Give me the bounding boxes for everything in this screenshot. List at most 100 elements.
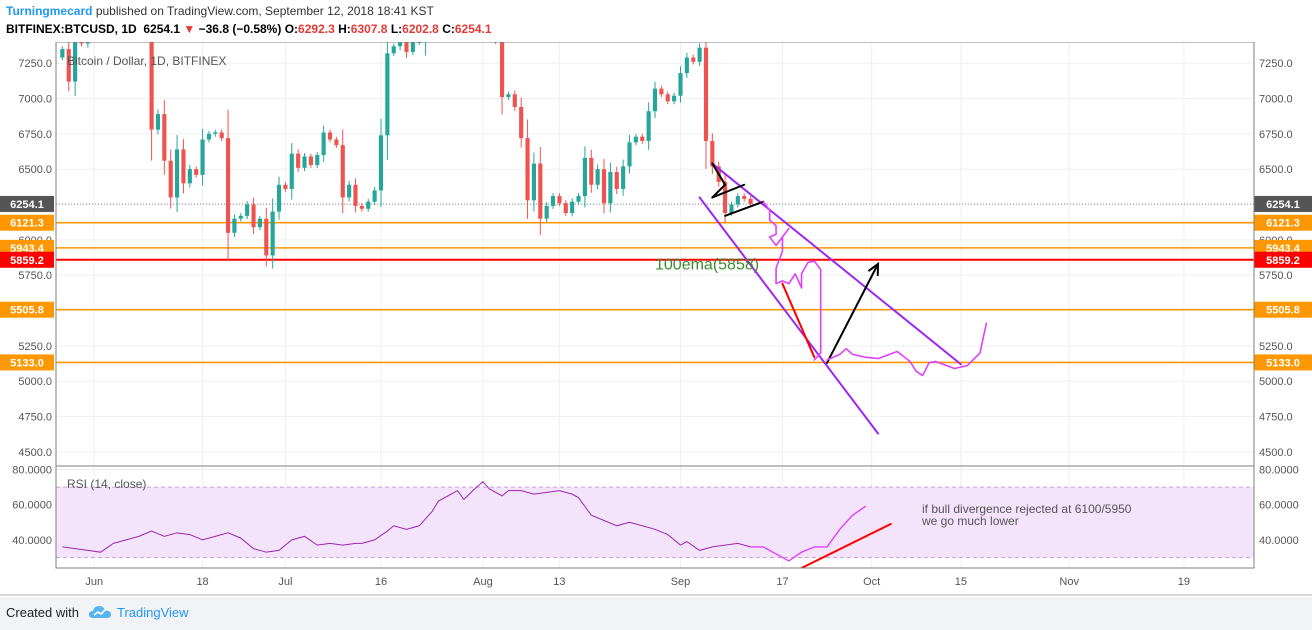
candle-body xyxy=(684,57,689,74)
close-label: C: xyxy=(442,22,455,36)
mini-wedge-lower[interactable] xyxy=(724,200,765,217)
mini-arrow[interactable] xyxy=(711,162,727,199)
candle-body xyxy=(710,140,715,167)
published-text: published on TradingView.com, September … xyxy=(95,4,434,18)
current-price-label: 6254.1 xyxy=(1266,199,1300,211)
candle-body xyxy=(200,139,205,175)
candle-body xyxy=(703,47,709,141)
candle-body xyxy=(60,49,65,58)
price-chart-title: Bitcoin / Dollar, 1D, BITFINEX xyxy=(67,54,226,68)
price-tick-left: 4500.0 xyxy=(18,447,52,459)
mini-wedge-upper[interactable] xyxy=(711,183,746,199)
change-arrow-icon: ▼ xyxy=(183,22,196,36)
candle-body xyxy=(557,196,562,204)
current-price-label: 6254.1 xyxy=(10,199,44,211)
time-tick-label: Aug xyxy=(473,576,493,588)
descending-wedge-upper[interactable] xyxy=(711,162,962,366)
rsi-projection[interactable] xyxy=(749,505,866,562)
descending-wedge-lower[interactable] xyxy=(698,196,880,435)
rsi-tick-right: 60.0000 xyxy=(1259,500,1299,512)
time-tick-label: 15 xyxy=(955,576,967,588)
candle-body xyxy=(519,107,524,139)
candle-body xyxy=(410,42,415,52)
candle-body xyxy=(691,57,696,62)
chart-canvas[interactable]: 4500.0 4500.0 4750.0 4750.0 5000.0 5000.0 5250… xyxy=(0,42,1312,597)
level-price-badge xyxy=(1254,354,1312,371)
black-breakout-arrow[interactable] xyxy=(826,262,880,364)
magenta-path-drop[interactable] xyxy=(762,200,822,361)
price-tick-left: 5000.0 xyxy=(18,376,52,388)
level-price-badge xyxy=(1254,214,1312,231)
tradingview-link[interactable]: TradingView xyxy=(117,605,189,620)
candle-body xyxy=(385,53,390,136)
candle-body xyxy=(289,153,294,189)
candle-body xyxy=(499,42,505,98)
candle-body xyxy=(672,95,677,102)
level-price-label: 5505.8 xyxy=(1266,305,1300,317)
price-tick-left: 5250.0 xyxy=(18,341,52,353)
rsi-band xyxy=(56,487,1254,558)
level-price-label: 5859.2 xyxy=(1266,255,1300,267)
price-tick-left: 7250.0 xyxy=(18,58,52,70)
left-price-axis[interactable] xyxy=(0,42,56,597)
candle-body xyxy=(697,47,702,62)
rsi-tick-left: 80.0000 xyxy=(12,465,52,477)
candle-body xyxy=(327,132,333,140)
magenta-path-sideways[interactable] xyxy=(826,322,988,377)
candle-body xyxy=(213,132,218,134)
time-tick-label: Jun xyxy=(85,576,103,588)
level-price-label: 5859.2 xyxy=(10,255,44,267)
candle-body xyxy=(633,136,638,143)
created-with-text: Created with xyxy=(6,605,79,620)
current-price-badge xyxy=(0,195,54,212)
candle-body xyxy=(175,149,180,198)
rsi-line[interactable] xyxy=(62,481,751,553)
candle-body xyxy=(155,114,161,130)
arrowhead xyxy=(867,261,880,276)
price-tick-right: 4500.0 xyxy=(1259,447,1293,459)
time-axis[interactable] xyxy=(56,568,1254,595)
time-tick-label: 18 xyxy=(196,576,208,588)
level-price-badge xyxy=(0,354,54,371)
price-tick-left: 7000.0 xyxy=(18,94,52,106)
candle-body xyxy=(582,157,587,197)
candle-body xyxy=(735,196,740,205)
author-link[interactable]: Turningmecard xyxy=(6,4,93,18)
candle-body xyxy=(340,145,345,198)
current-price-badge xyxy=(1254,195,1312,212)
price-tick-right: 5750.0 xyxy=(1259,270,1293,282)
candle-body xyxy=(627,142,632,167)
low-value: 6202.8 xyxy=(402,22,439,36)
bull-divergence-line[interactable] xyxy=(800,523,892,568)
price-tick-right: 5000.0 xyxy=(1259,376,1293,388)
red-wedge-line[interactable] xyxy=(781,282,816,359)
candle-body xyxy=(512,94,517,108)
price-tick-left: 5750.0 xyxy=(18,270,52,282)
price-tick-right: 5250.0 xyxy=(1259,341,1293,353)
level-price-label: 6121.3 xyxy=(1266,218,1300,230)
candle-body xyxy=(79,42,84,44)
right-price-axis[interactable] xyxy=(1254,42,1312,597)
candle-body xyxy=(308,156,313,165)
rsi-tick-right: 40.0000 xyxy=(1259,535,1299,547)
candle-body xyxy=(614,172,619,189)
candle-body xyxy=(187,169,192,184)
candle-body xyxy=(404,42,409,52)
candle-body xyxy=(270,211,275,256)
open-value: 6292.3 xyxy=(298,22,335,36)
candle-body xyxy=(296,153,301,168)
candle-body xyxy=(544,205,549,219)
candle-body xyxy=(85,42,90,44)
candle-body xyxy=(302,156,307,168)
candle-body xyxy=(659,88,664,95)
time-tick-label: 19 xyxy=(1178,576,1190,588)
time-tick-label: Nov xyxy=(1059,576,1079,588)
candle-body xyxy=(149,42,154,130)
candle-body xyxy=(398,42,403,47)
time-tick-label: Sep xyxy=(671,576,691,588)
price-tick-left: 4750.0 xyxy=(18,412,52,424)
ema-annotation: 100ema(5858) xyxy=(655,257,759,274)
level-price-label: 5133.0 xyxy=(10,357,44,369)
candle-body xyxy=(665,94,670,102)
price-tick-right: 6500.0 xyxy=(1259,164,1293,176)
